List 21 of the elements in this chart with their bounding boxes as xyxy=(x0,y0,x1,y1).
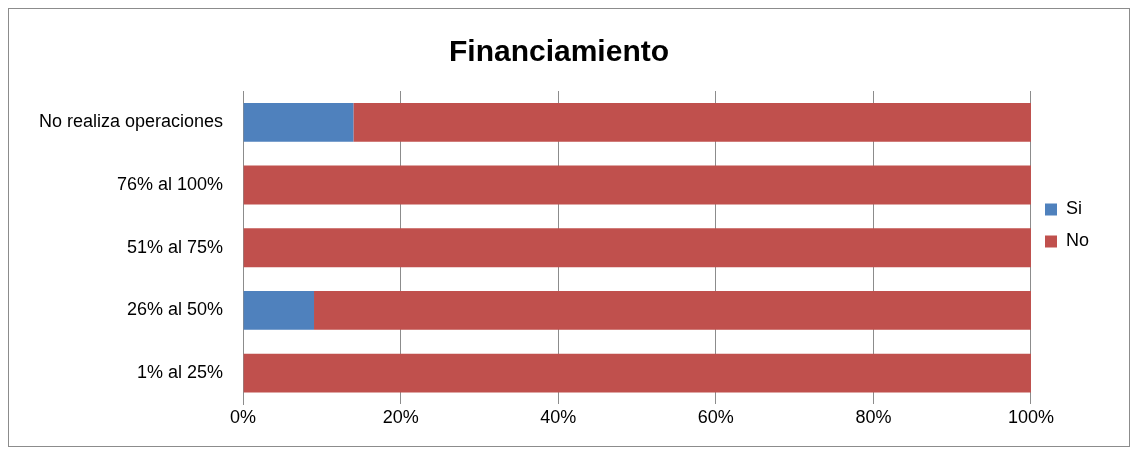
bar xyxy=(243,102,354,142)
x-tick-label: 80% xyxy=(855,407,892,428)
x-tick-label: 100% xyxy=(1007,407,1055,428)
chart-title: Financiamiento xyxy=(448,34,670,68)
bar xyxy=(243,228,1031,268)
x-tick-label: 0% xyxy=(230,407,257,428)
bar xyxy=(243,165,1031,205)
legend-label: No xyxy=(1065,230,1090,251)
legend-label: Si xyxy=(1065,198,1083,219)
bar xyxy=(243,290,315,330)
x-tick-label: 20% xyxy=(382,407,419,428)
y-tick-label: 76% al 100% xyxy=(117,173,224,194)
y-tick-label: 1% al 25% xyxy=(137,362,224,383)
bar xyxy=(314,290,1031,330)
y-tick-label: 51% al 75% xyxy=(127,236,224,257)
bar xyxy=(353,102,1031,142)
x-tick-label: 60% xyxy=(697,407,734,428)
x-tick-label: 40% xyxy=(540,407,577,428)
y-tick-label: No realiza operaciones xyxy=(39,111,224,132)
y-tick-label: 26% al 50% xyxy=(127,299,224,320)
bar xyxy=(243,353,1031,393)
